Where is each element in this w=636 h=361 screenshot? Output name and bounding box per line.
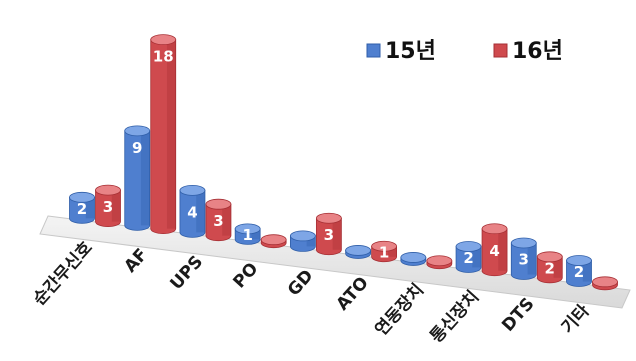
bar-15년-GD [289,230,316,252]
bar-body [124,130,151,231]
value-label-15년-UPS: 4 [187,203,197,221]
value-label-16년-ATO: 1 [379,243,389,261]
tick-label-0: 순간무신호 [30,238,97,310]
legend-label-16: 16년 [512,39,563,64]
value-label-15년-AF: 9 [132,139,142,157]
bar-body [179,189,206,238]
bar-cap [205,198,232,210]
value-label-15년-순간무신호: 2 [77,200,87,218]
bar-shade [332,218,342,250]
bar-16년-연동장치 [426,255,453,270]
bar-body [455,246,482,273]
bar-16년-기타 [592,276,618,291]
bar-body [205,203,232,242]
bar-shade [306,235,316,247]
bar-16년-PO [260,234,287,249]
bar-16년-순간무신호 [95,184,121,228]
bar-shade [111,190,121,222]
bar-cap [592,276,618,288]
legend-swatch-15 [366,43,381,58]
value-label-15년-DTS: 3 [519,251,529,269]
bar-cap [481,223,508,235]
value-label-15년-기타: 2 [574,263,584,281]
bar-15년-순간무신호 [69,191,95,224]
value-label-16년-통신장치: 4 [489,242,499,260]
tick-label-9: 기타 [558,301,594,338]
tick-label-7: 통신장치 [427,287,484,347]
value-label-16년-AF: 18 [153,48,174,66]
bar-shade [472,246,482,268]
bar-cap [124,125,151,137]
legend-swatch-16 [493,43,508,58]
bar-shade [196,190,205,233]
bar-body [566,260,592,287]
bar-15년-UPS [179,184,206,238]
bar-cap [260,234,287,246]
tick-label-1: AF [120,245,151,277]
value-label-16년-순간무신호: 3 [103,198,113,216]
value-label-15년-통신장치: 2 [463,249,473,267]
tick-label-2: UPS [167,252,208,294]
bar-body [150,39,177,235]
tick-label-8: DTS [498,294,538,336]
bar-15년-DTS [510,237,537,280]
bar-16년-통신장치 [481,223,508,277]
bar-body [95,189,121,228]
bar-16년-GD [315,212,342,256]
bar-shade [140,130,150,226]
bar-body [510,242,537,280]
bar-body [315,217,342,256]
value-label-16년-DTS: 2 [545,259,555,277]
bar-cap [510,237,537,249]
value-label-16년-GD: 3 [324,226,334,244]
bar-shade [85,197,95,219]
bar-body [69,196,95,224]
bar-shade [582,260,592,282]
bar-16년-AF [150,34,177,235]
bar-cap [234,223,261,235]
bar-body [536,256,563,284]
bar-15년-AF [124,125,151,231]
bar-15년-연동장치 [400,252,427,266]
bar-cap [289,230,316,242]
bar-body [481,228,508,277]
bar-shade [166,39,176,229]
tick-label-3: PO [230,259,263,292]
tick-label-5: ATO [333,273,373,315]
value-label-15년-PO: 1 [242,226,252,244]
bar-16년-UPS [205,198,232,242]
bar-shade [553,256,563,278]
bar-shade [222,204,231,236]
bar-shade [387,246,397,257]
legend-label-15: 15년 [385,39,436,64]
bar-cap [69,191,95,203]
bar-cap [315,212,342,224]
tick-label-4: GD [284,266,318,300]
bar-shade [251,228,261,240]
bar-shade [498,228,508,271]
bar-cap [371,240,398,252]
bar-15년-기타 [566,255,592,287]
tick-label-6: 연동장치 [371,280,428,340]
bar-15년-PO [234,223,261,245]
bar-16년-DTS [536,251,563,284]
bar-shade [527,242,537,275]
bar-cap [455,241,482,252]
bar-cap [426,255,453,267]
bar-16년-ATO [371,240,398,263]
bar-cap [400,252,427,263]
bar-cap [345,245,372,256]
bar-cap [179,184,206,196]
bar-15년-ATO [345,245,372,259]
bar-cap [566,255,592,266]
bar-cap [95,184,121,196]
value-label-16년-UPS: 3 [213,212,223,230]
bar-15년-통신장치 [455,241,482,273]
bar-cap [150,34,177,46]
bar-cap [536,251,563,263]
